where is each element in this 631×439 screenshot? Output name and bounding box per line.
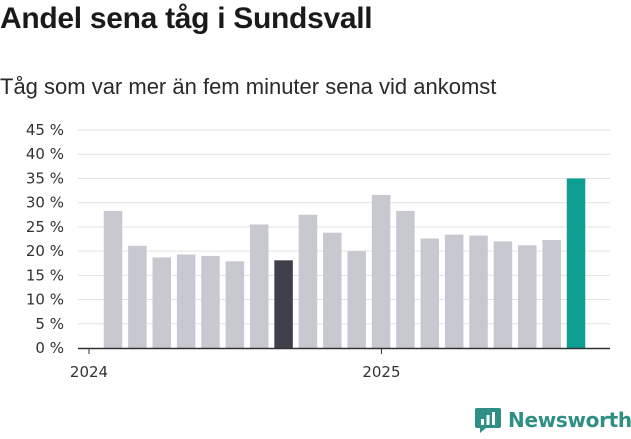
x-tick-label: 2025 [362, 363, 400, 381]
bar [152, 257, 171, 348]
y-tick-label: 20 % [26, 242, 64, 260]
bar [176, 254, 196, 348]
y-tick-label: 10 % [26, 291, 64, 309]
y-tick-label: 35 % [26, 169, 64, 187]
bar [298, 214, 318, 348]
x-tick-label: 2024 [70, 363, 108, 381]
bar [493, 241, 513, 348]
bar [420, 238, 440, 348]
bar [323, 232, 342, 348]
y-tick-label: 25 % [26, 218, 64, 236]
chart-subtitle: Tåg som var mer än fem minuter sena vid … [0, 74, 497, 99]
y-tick-label: 45 % [26, 121, 64, 139]
bar [347, 251, 366, 348]
y-tick-label: 5 % [35, 315, 64, 333]
bar [444, 234, 464, 348]
brand-logo[interactable]: Newsworthy [474, 406, 631, 434]
bar [249, 224, 269, 348]
y-tick-label: 15 % [26, 266, 64, 284]
bar [371, 194, 391, 348]
bar [566, 178, 586, 348]
bar [274, 260, 293, 348]
bar [469, 235, 488, 348]
chart-title: Andel sena tåg i Sundsvall [0, 2, 373, 35]
bar [225, 261, 245, 348]
bar [103, 210, 123, 348]
y-tick-label: 30 % [26, 194, 64, 212]
newsworthy-logo-icon [475, 408, 501, 433]
bar [542, 239, 561, 348]
y-tick-label: 0 % [35, 339, 64, 357]
bar [396, 210, 415, 348]
bar [128, 245, 147, 348]
brand-name: Newsworthy [508, 408, 631, 432]
bar [201, 255, 220, 348]
bar [518, 245, 537, 348]
y-tick-label: 40 % [26, 145, 64, 163]
